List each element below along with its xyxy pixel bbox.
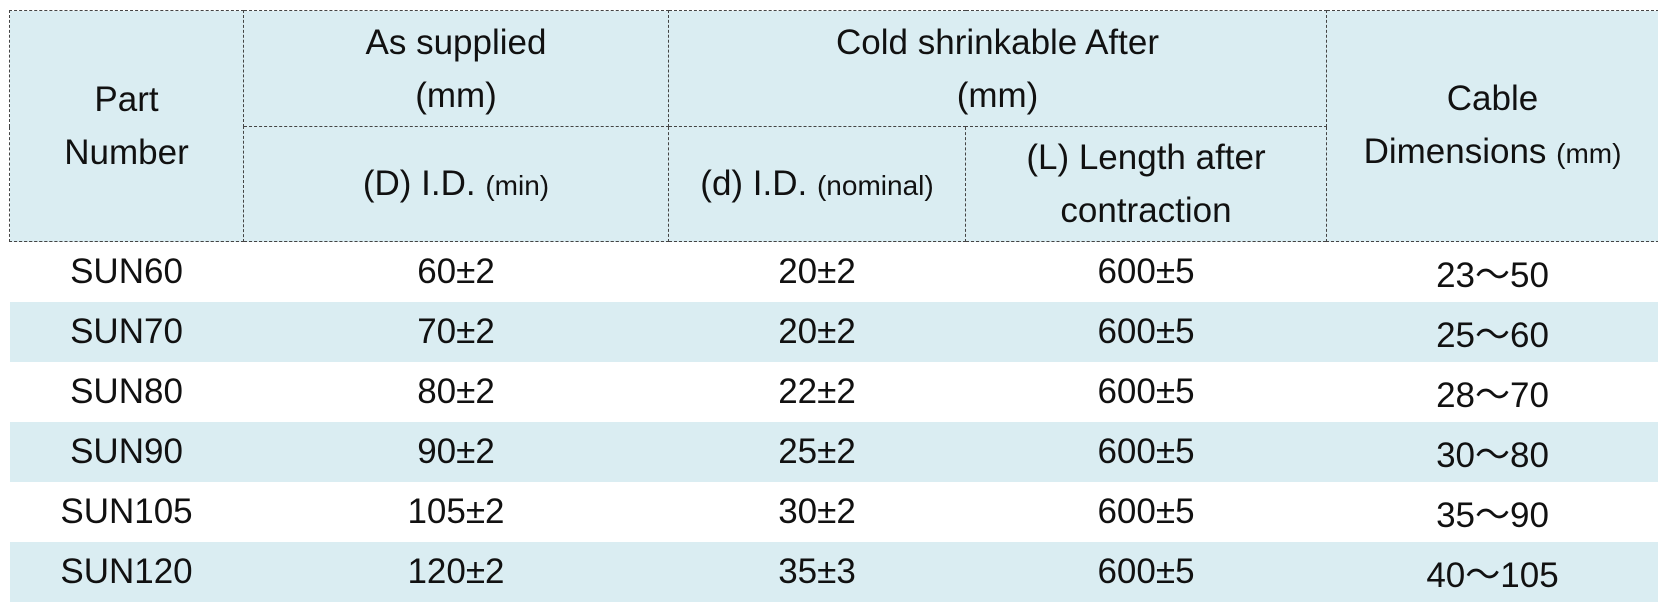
cell-cable: 35～90 [1436,495,1549,535]
cell-nominal: 35±3 [668,542,966,602]
cell-part: SUN105 [60,492,193,531]
table-row: SUN90 90±2 25±2 600±5 30～80 [9,422,1658,482]
cell-nominal: 20±2 [778,252,856,291]
cell-cable: 28～70 [1436,375,1549,415]
table-body: SUN60 60±2 20±2 600±5 23～50 SUN70 70±2 2… [9,242,1658,602]
cell-nominal: 30±2 [778,492,856,531]
table-row: SUN60 60±2 20±2 600±5 23～50 [10,242,1658,303]
cell-part: SUN90 [9,422,244,482]
cell-supplied: 90±2 [243,422,669,482]
cell-part: SUN70 [9,302,244,362]
table-row: SUN105 105±2 30±2 600±5 35～90 [10,482,1658,542]
header-length-after: (L) Length after contraction [964,126,1328,242]
cell-part: SUN120 [9,542,244,602]
header-cold-shrinkable: Cold shrinkable After (mm) [667,10,1328,127]
table-row: SUN80 80±2 22±2 600±5 28～70 [10,362,1658,422]
cell-length: 600±5 [965,302,1327,362]
cell-nominal: 22±2 [778,372,856,411]
cell-cable: 30～80 [1326,422,1658,482]
table-header: Part Number As supplied (mm) Cold shrink… [9,10,1658,242]
header-supplied-id: (D) I.D. (min) [243,126,669,242]
cell-nominal: 20±2 [668,302,966,362]
cell-part: SUN80 [70,372,183,411]
cell-length: 600±5 [1097,372,1195,411]
cell-nominal: 25±2 [668,422,966,482]
cell-length: 600±5 [965,542,1327,602]
cell-part: SUN60 [70,252,183,291]
cell-length: 600±5 [965,422,1327,482]
table-row: SUN120 120±2 35±3 600±5 40～105 [9,542,1658,602]
cell-length: 600±5 [1097,492,1195,531]
cell-cable: 40～105 [1326,542,1658,602]
cell-supplied: 80±2 [417,372,495,411]
cell-supplied: 120±2 [243,542,669,602]
spec-table-wrapper: Part Number As supplied (mm) Cold shrink… [9,10,1658,602]
header-nominal-id: (d) I.D. (nominal) [668,126,966,242]
cell-supplied: 70±2 [243,302,669,362]
cell-supplied: 105±2 [407,492,505,531]
cell-supplied: 60±2 [417,252,495,291]
cell-cable: 23～50 [1436,255,1549,295]
header-part-number: Part Number [9,10,244,242]
header-cable-dimensions: Cable Dimensions (mm) [1326,10,1658,242]
table-row: SUN70 70±2 20±2 600±5 25～60 [9,302,1658,362]
cell-length: 600±5 [1097,252,1195,291]
header-as-supplied: As supplied (mm) [243,10,669,127]
cell-cable: 25～60 [1326,302,1658,362]
spec-table: Part Number As supplied (mm) Cold shrink… [9,10,1658,602]
